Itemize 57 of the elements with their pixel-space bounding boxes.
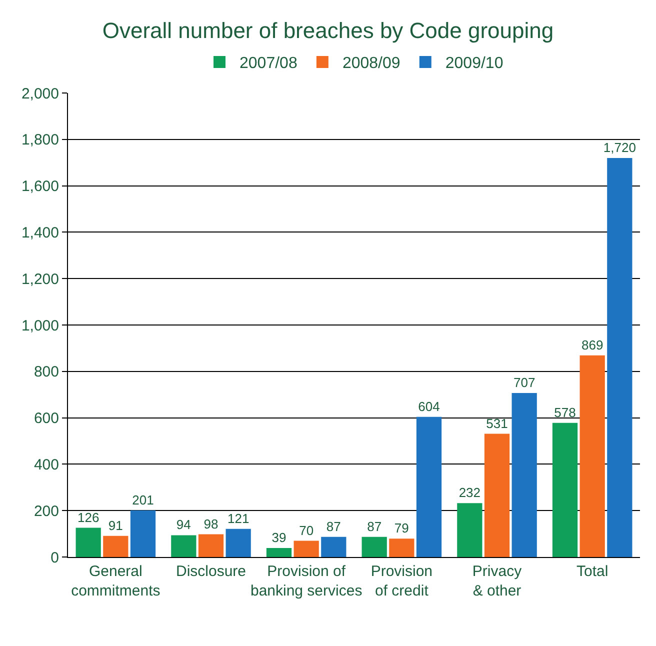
bar <box>226 528 251 557</box>
y-tick-label: 1,600 <box>21 178 59 196</box>
y-tick-label: 0 <box>50 549 59 566</box>
bar <box>416 416 442 557</box>
data-label: 869 <box>581 337 604 352</box>
bar <box>130 510 156 557</box>
bar <box>76 528 101 557</box>
x-tick-label: Disclosure <box>176 563 246 580</box>
y-tick-label: 600 <box>34 410 59 428</box>
data-label: 201 <box>132 492 154 508</box>
bar <box>512 392 537 557</box>
data-label: 87 <box>367 518 382 534</box>
data-label: 39 <box>272 530 286 545</box>
y-tick-label: 400 <box>34 456 59 474</box>
bar <box>580 355 605 557</box>
y-tick-label: 2,000 <box>21 85 59 102</box>
x-tick-label: Provision of banking services <box>250 563 362 600</box>
bar <box>321 536 346 557</box>
y-tick-label: 1,000 <box>21 317 59 334</box>
data-label: 604 <box>418 398 440 414</box>
data-label: 578 <box>554 404 576 420</box>
y-tick-label: 200 <box>34 502 59 520</box>
data-label: 707 <box>513 374 536 390</box>
x-tick-label: General commitments <box>71 563 160 600</box>
bar <box>362 536 387 557</box>
bar <box>389 538 414 557</box>
bar <box>266 548 292 557</box>
data-label: 70 <box>299 522 314 538</box>
data-label: 531 <box>486 416 508 431</box>
bar <box>552 422 578 557</box>
data-label: 87 <box>326 518 341 534</box>
legend-label: 2007/08 <box>240 55 298 72</box>
data-label: 91 <box>108 518 123 533</box>
bar <box>607 158 632 557</box>
chart-title: Overall number of breaches by Code grouping <box>102 18 554 44</box>
x-tick-label: Privacy & other <box>472 563 522 600</box>
legend-label: 2009/10 <box>445 55 504 72</box>
data-label: 232 <box>458 485 481 500</box>
bar <box>198 534 224 557</box>
data-label: 126 <box>77 510 100 525</box>
bar <box>171 535 196 557</box>
legend-label: 2008/09 <box>342 55 400 72</box>
data-label: 94 <box>176 517 191 532</box>
bar <box>103 536 128 557</box>
data-label: 1,720 <box>603 140 636 155</box>
x-tick-label: Total <box>576 563 608 580</box>
y-tick-label: 800 <box>34 364 59 381</box>
bar <box>457 503 482 557</box>
data-label: 98 <box>204 516 218 532</box>
data-label: 121 <box>227 510 250 526</box>
bar <box>294 540 319 557</box>
x-tick-label: Provision of credit <box>370 563 433 600</box>
y-tick-label: 1,200 <box>21 270 59 288</box>
data-label: 79 <box>394 520 409 536</box>
bar <box>484 434 510 557</box>
y-tick-label: 1,400 <box>21 224 59 242</box>
y-tick-label: 1,800 <box>21 132 59 149</box>
